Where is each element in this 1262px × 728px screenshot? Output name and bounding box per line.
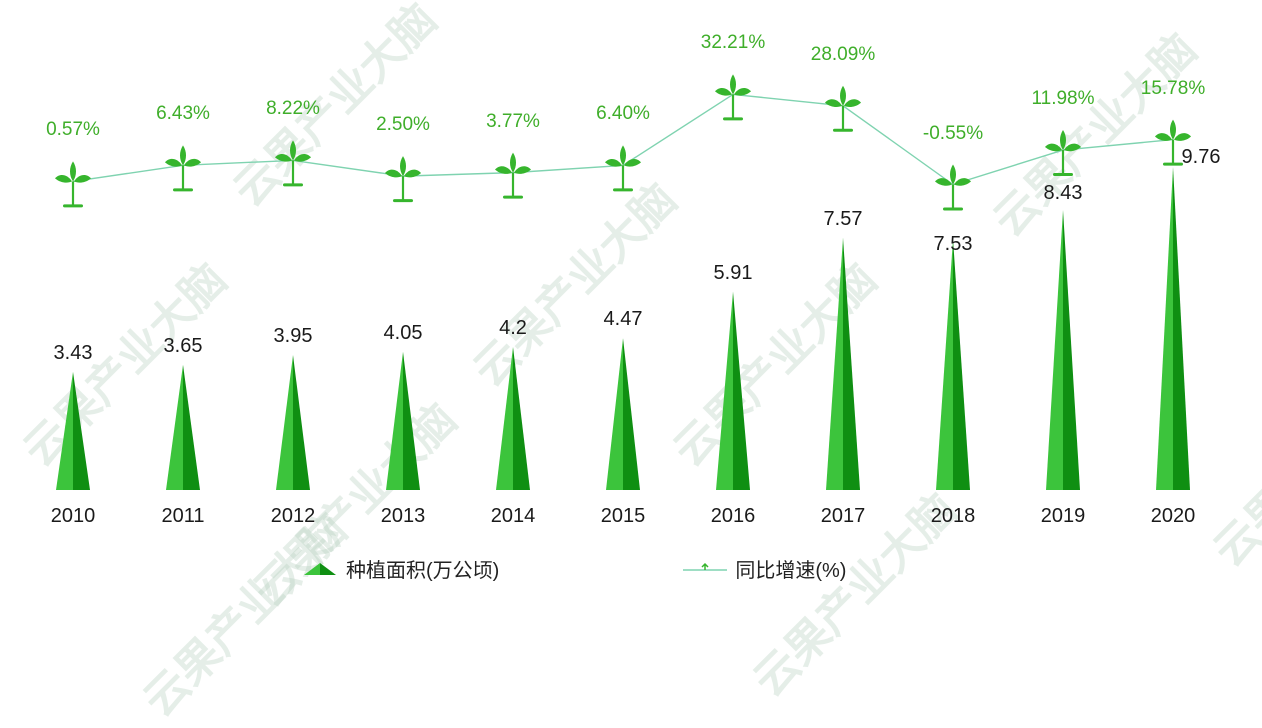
bar-value-label: 4.47 bbox=[603, 308, 643, 331]
growth-rate-label: 8.22% bbox=[266, 98, 320, 120]
bar-value-label: 3.43 bbox=[53, 341, 93, 364]
sprout-marker-icon[interactable] bbox=[385, 156, 421, 203]
bar-value-label: 4.05 bbox=[383, 321, 423, 344]
triangle-bar[interactable] bbox=[1046, 209, 1080, 491]
sprout-marker-icon[interactable] bbox=[715, 74, 751, 121]
bar-value-label: 3.65 bbox=[163, 334, 203, 357]
bar-value-label: 3.95 bbox=[273, 325, 313, 348]
triangle-bar[interactable] bbox=[56, 371, 90, 490]
sprout-markers bbox=[55, 74, 1191, 211]
sprout-marker-icon[interactable] bbox=[495, 152, 531, 199]
x-axis-tick-label: 2010 bbox=[50, 505, 96, 527]
growth-rate-label: 2.50% bbox=[376, 114, 430, 136]
legend-item-growth[interactable]: 同比增速(%) bbox=[681, 554, 846, 583]
triangle-bar[interactable] bbox=[606, 338, 640, 490]
bar-series bbox=[56, 166, 1190, 491]
x-axis-tick-label: 2016 bbox=[710, 505, 756, 527]
sprout-marker-icon[interactable] bbox=[275, 140, 311, 187]
growth-rate-label: 28.09% bbox=[810, 43, 876, 65]
growth-rate-label: 0.57% bbox=[46, 119, 100, 141]
sprout-marker-icon[interactable] bbox=[165, 145, 201, 192]
triangle-bar[interactable] bbox=[386, 351, 420, 490]
x-axis-tick-label: 2011 bbox=[161, 505, 205, 527]
x-axis-tick-label: 2014 bbox=[490, 505, 536, 527]
triangle-bar-icon bbox=[304, 562, 336, 575]
x-axis-tick-label: 2015 bbox=[600, 505, 646, 527]
x-axis-tick-label: 2017 bbox=[820, 505, 866, 527]
triangle-bar[interactable] bbox=[826, 237, 860, 490]
triangle-bar[interactable] bbox=[496, 346, 530, 490]
line-sprout-icon bbox=[683, 562, 728, 571]
bar-value-label: 8.43 bbox=[1043, 181, 1083, 204]
bar-value-label: 5.91 bbox=[713, 261, 753, 284]
x-axis-tick-label: 2020 bbox=[1150, 505, 1196, 527]
sprout-marker-icon[interactable] bbox=[935, 164, 971, 211]
legend-item-area[interactable]: 种植面积(万公顷) bbox=[300, 554, 499, 583]
triangle-bar[interactable] bbox=[276, 355, 310, 490]
growth-rate-label: 3.77% bbox=[486, 110, 540, 132]
growth-rate-label: 15.78% bbox=[1140, 77, 1206, 99]
chart-canvas bbox=[55, 74, 1191, 491]
growth-rate-label: 32.21% bbox=[700, 32, 766, 54]
sprout-marker-icon[interactable] bbox=[605, 145, 641, 192]
legend-label-area: 种植面积(万公顷) bbox=[346, 560, 500, 582]
legend-label-growth: 同比增速(%) bbox=[735, 560, 847, 582]
sprout-marker-icon[interactable] bbox=[1155, 119, 1191, 166]
legend: 种植面积(万公顷) 同比增速(%) bbox=[300, 554, 846, 583]
growth-rate-label: -0.55% bbox=[922, 122, 984, 144]
triangle-bar[interactable] bbox=[166, 364, 200, 490]
sprout-marker-icon[interactable] bbox=[825, 85, 861, 132]
triangle-bar[interactable] bbox=[1156, 166, 1190, 490]
triangle-bar[interactable] bbox=[716, 291, 750, 490]
bar-value-label: 4.2 bbox=[499, 316, 527, 339]
bar-value-label: 9.76 bbox=[1181, 146, 1221, 168]
growth-rate-label: 6.43% bbox=[156, 103, 210, 125]
bar-value-label: 7.53 bbox=[933, 233, 973, 256]
x-axis-tick-label: 2013 bbox=[380, 505, 426, 527]
sprout-marker-icon[interactable] bbox=[55, 161, 91, 208]
triangle-bar[interactable] bbox=[936, 239, 970, 490]
growth-rate-label: 6.40% bbox=[596, 103, 650, 125]
sprout-marker-icon[interactable] bbox=[1045, 130, 1081, 177]
x-axis-tick-label: 2018 bbox=[930, 505, 976, 527]
growth-rate-label: 11.98% bbox=[1031, 88, 1095, 110]
x-axis-tick-label: 2012 bbox=[270, 505, 316, 527]
bar-value-label: 7.57 bbox=[823, 207, 863, 230]
x-axis-tick-label: 2019 bbox=[1040, 505, 1086, 527]
